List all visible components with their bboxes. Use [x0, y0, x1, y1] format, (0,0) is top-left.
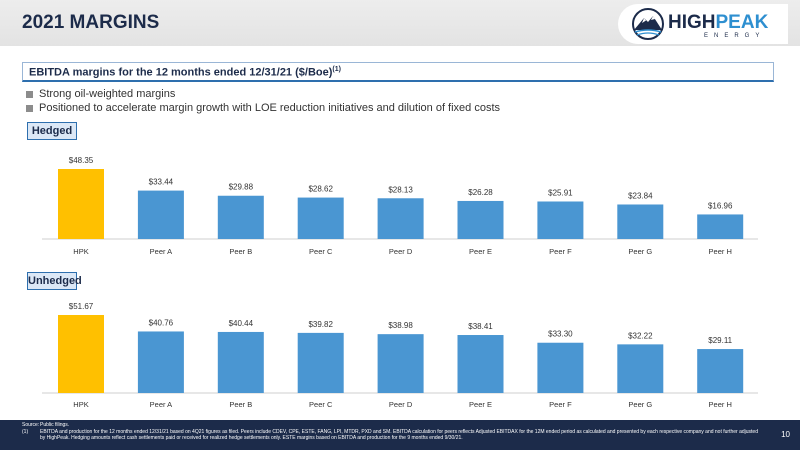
hedged-bar-chart: $48.35 HPK $33.44 Peer A $29.88 Peer B $28.62 P…: [42, 156, 758, 256]
page-title: 2021 MARGINS: [22, 12, 160, 33]
bullet-text: Strong oil-weighted margins: [39, 88, 176, 100]
mountain-logo-icon: [632, 8, 664, 40]
category-label: Peer G: [628, 400, 652, 409]
footnote-source: Source: Public filings.: [22, 422, 70, 428]
footer-bar: Source: Public filings. (1) EBITDA and pro…: [0, 420, 800, 450]
category-label: Peer F: [549, 400, 572, 409]
bullet-text: Positioned to accelerate margin growth w…: [39, 102, 501, 114]
bullet-item: Strong oil-weighted margins: [26, 87, 500, 101]
logo-wordmark: HIGHPEAK: [668, 12, 769, 33]
hedged-label: Hedged: [27, 122, 77, 140]
category-label: Peer E: [469, 247, 492, 256]
unhedged-bar-chart: $51.67 HPK $40.76 Peer A $40.44 Peer B $39.82 P…: [42, 302, 758, 409]
category-label: Peer H: [709, 400, 732, 409]
page-number: 10: [781, 430, 790, 439]
bar-peer-c: [297, 197, 344, 239]
bar-peer-b: [217, 195, 264, 239]
category-label: Peer E: [469, 400, 492, 409]
bar-value-label: $40.76: [149, 318, 174, 327]
category-label: Peer C: [309, 247, 333, 256]
bar-peer-c: [297, 332, 344, 393]
bar-peer-g: [617, 204, 664, 239]
category-label: HPK: [73, 247, 88, 256]
bar-value-label: $28.62: [308, 185, 333, 194]
bar-peer-e: [457, 200, 504, 239]
bar-value-label: $33.30: [548, 330, 573, 339]
bar-value-label: $51.67: [69, 302, 94, 311]
bar-value-label: $38.98: [388, 321, 413, 330]
bar-value-label: $39.82: [308, 320, 333, 329]
bullet-list: Strong oil-weighted margins Positioned t…: [26, 87, 500, 115]
bar-peer-h: [697, 214, 744, 239]
category-label: Peer B: [229, 400, 252, 409]
bar-value-label: $26.28: [468, 188, 493, 197]
bar-value-label: $29.88: [229, 183, 254, 192]
bar-value-label: $25.91: [548, 188, 573, 197]
bar-value-label: $40.44: [229, 319, 254, 328]
bar-value-label: $33.44: [149, 178, 174, 187]
category-label: Peer B: [229, 247, 252, 256]
bar-peer-a: [137, 331, 184, 393]
category-label: Peer C: [309, 400, 333, 409]
highpeak-logo: HIGHPEAK ENERGY: [618, 4, 788, 44]
bar-peer-d: [377, 334, 424, 393]
bar-peer-g: [617, 344, 664, 393]
bar-hpk: [58, 169, 104, 239]
category-label: Peer D: [389, 247, 413, 256]
square-bullet-icon: [26, 90, 33, 98]
category-label: Peer F: [549, 247, 572, 256]
bar-value-label: $16.96: [708, 201, 733, 210]
footnotes: Source: Public filings. (1) EBITDA and pro…: [22, 422, 762, 442]
bar-peer-e: [457, 335, 504, 393]
category-label: Peer A: [150, 247, 173, 256]
subtitle-text: EBITDA margins for the 12 months ended 1…: [29, 66, 341, 79]
header-bar: 2021 MARGINS HIGHPEAK ENERGY: [0, 0, 800, 46]
logo-subtext: ENERGY: [704, 33, 766, 39]
bar-value-label: $28.13: [388, 185, 413, 194]
category-label: Peer D: [389, 400, 413, 409]
category-label: Peer G: [628, 247, 652, 256]
square-bullet-icon: [26, 104, 33, 112]
bar-hpk: [58, 315, 104, 393]
bar-value-label: $48.35: [69, 156, 94, 165]
bar-peer-h: [697, 349, 744, 393]
bar-peer-d: [377, 198, 424, 239]
unhedged-label: Unhedged: [27, 272, 82, 290]
footnote-1: (1) EBITDA and production for the 12 mont…: [22, 428, 758, 442]
bar-value-label: $23.84: [628, 191, 653, 200]
category-label: HPK: [73, 400, 88, 409]
bar-value-label: $29.11: [708, 336, 732, 345]
subtitle-bar: EBITDA margins for the 12 months ended 1…: [22, 62, 774, 82]
bar-value-label: $32.22: [628, 331, 653, 340]
bar-peer-f: [537, 201, 584, 239]
bar-peer-a: [137, 190, 184, 239]
bar-peer-f: [537, 342, 584, 393]
bar-value-label: $38.41: [468, 322, 493, 331]
bullet-item: Positioned to accelerate margin growth w…: [26, 101, 500, 115]
category-label: Peer H: [709, 247, 732, 256]
bar-peer-b: [217, 331, 264, 393]
category-label: Peer A: [150, 400, 173, 409]
